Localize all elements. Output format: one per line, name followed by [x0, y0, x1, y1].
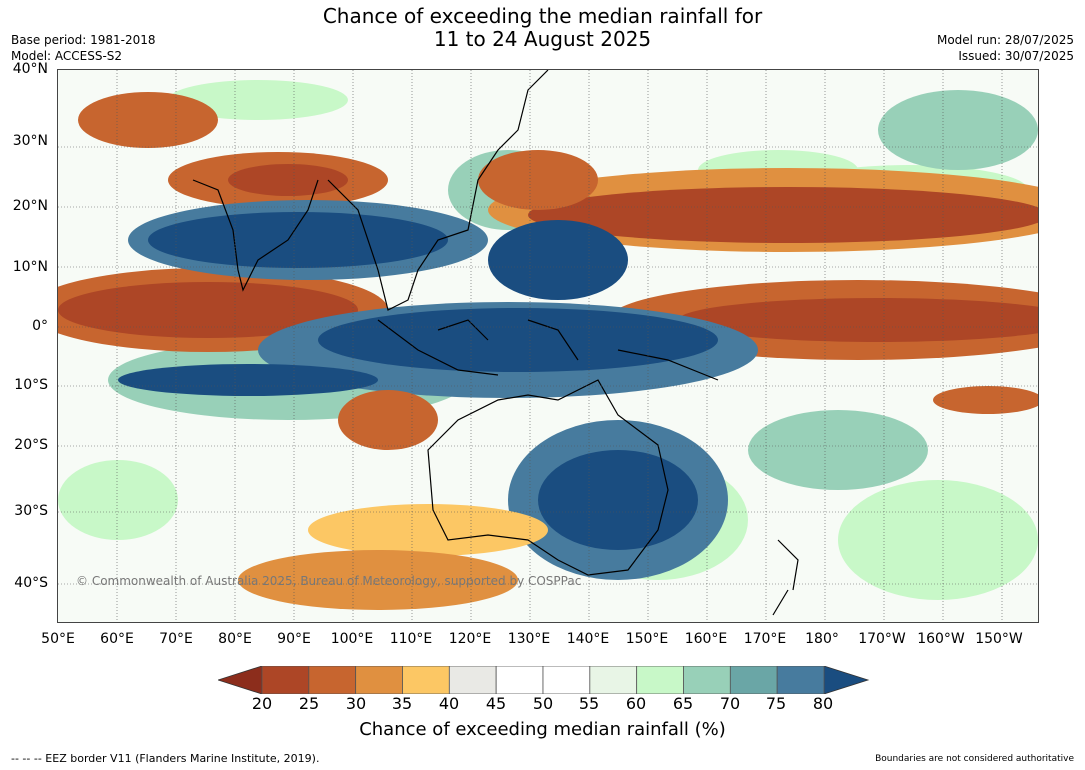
map-canvas — [58, 70, 1038, 622]
disclaimer: Boundaries are not considered authoritat… — [875, 754, 1074, 764]
dry-area — [478, 150, 598, 210]
colorbar-tick: 45 — [485, 694, 507, 713]
colorbar-segment — [542, 666, 591, 694]
lon-label: 110°E — [389, 631, 433, 647]
dry-area — [78, 92, 218, 148]
lon-label: 150°E — [625, 631, 669, 647]
title-line-1: Chance of exceeding the median rainfall … — [322, 4, 763, 28]
colorbar-segment — [308, 666, 357, 694]
coastline-newzealand — [772, 539, 799, 616]
wet-area — [538, 450, 698, 550]
rainfall-map — [57, 69, 1039, 623]
colorbar-segment — [355, 666, 403, 694]
colorbar-segment — [776, 666, 825, 694]
wet-area — [488, 220, 628, 300]
colorbar-segment — [261, 666, 310, 694]
lon-label: 140°E — [566, 631, 610, 647]
colorbar-low-arrow — [218, 666, 263, 694]
lon-label: 90°E — [277, 631, 311, 647]
wet-area — [318, 308, 718, 372]
model-name: Model: ACCESS-S2 — [11, 49, 123, 63]
colorbar-tick: 25 — [298, 694, 320, 713]
lon-label: 120°E — [448, 631, 492, 647]
colorbar-title: Chance of exceeding median rainfall (%) — [359, 719, 726, 740]
colorbar — [218, 666, 870, 694]
lon-label: 180° — [805, 631, 839, 647]
lon-label: 160°E — [684, 631, 728, 647]
dry-area — [238, 550, 518, 610]
wet-area — [118, 364, 378, 396]
run-info: Model run: 28/07/2025 Issued: 30/07/2025 — [937, 32, 1074, 64]
dry-area — [228, 164, 348, 196]
colorbar-tick: 50 — [532, 694, 554, 713]
dry-area — [338, 390, 438, 450]
lat-label: 30°N — [12, 133, 48, 149]
coastline-india — [192, 179, 319, 292]
colorbar-segment — [729, 666, 778, 694]
green-area — [58, 460, 178, 540]
lat-label: 20°N — [12, 198, 48, 214]
colorbar-tick: 70 — [719, 694, 741, 713]
dry-area — [528, 187, 1038, 243]
lat-label: 10°S — [14, 377, 48, 393]
dry-area — [933, 386, 1038, 414]
lon-label: 70°E — [159, 631, 193, 647]
map-title: Chance of exceeding the median rainfall … — [0, 5, 1085, 51]
dry-area — [308, 504, 548, 556]
lat-label: 20°S — [14, 437, 48, 453]
coastline-australia — [427, 379, 669, 576]
colorbar-segment — [402, 666, 450, 694]
colorbar-high-arrow — [823, 666, 870, 694]
lon-label: 60°E — [100, 631, 134, 647]
lat-label: 40°N — [12, 61, 48, 77]
map-gridlines — [58, 70, 1038, 622]
model-info: Base period: 1981-2018 Model: ACCESS-S2 — [11, 32, 156, 64]
colorbar-segment — [495, 666, 544, 694]
colorbar-tick: 35 — [391, 694, 413, 713]
lon-label: 100°E — [330, 631, 374, 647]
dry-area — [678, 298, 1038, 342]
colorbar-segment — [683, 666, 731, 694]
wet-area — [148, 212, 448, 268]
lon-label: 150°W — [975, 631, 1023, 647]
colorbar-segment — [636, 666, 684, 694]
copyright-notice: © Commonwealth of Australia 2025, Bureau… — [76, 574, 582, 588]
lon-label: 160°W — [917, 631, 965, 647]
colorbar-tick: 40 — [438, 694, 460, 713]
colorbar-tick: 65 — [672, 694, 694, 713]
lat-label: 10°N — [12, 259, 48, 275]
coastline-indonesia — [377, 319, 719, 381]
eez-legend: -- -- -- EEZ border V11 (Flanders Marine… — [11, 752, 320, 765]
lon-label: 50°E — [41, 631, 75, 647]
colorbar-tick: 60 — [625, 694, 647, 713]
model-run: Model run: 28/07/2025 — [936, 33, 1074, 47]
colorbar-tick: 55 — [578, 694, 600, 713]
base-period: Base period: 1981-2018 — [11, 33, 156, 47]
colorbar-tick: 80 — [812, 694, 834, 713]
coastline-asia — [327, 70, 549, 311]
green-area — [748, 410, 928, 490]
lat-label: 30°S — [14, 503, 48, 519]
title-line-2: 11 to 24 August 2025 — [433, 27, 652, 51]
lon-label: 170°E — [743, 631, 787, 647]
colorbar-tick: 30 — [345, 694, 367, 713]
lon-label: 80°E — [218, 631, 252, 647]
green-area — [838, 480, 1038, 600]
colorbar-tick: 75 — [765, 694, 787, 713]
dry-area — [58, 282, 358, 338]
issued-date: Issued: 30/07/2025 — [958, 49, 1074, 63]
green-area — [878, 90, 1038, 170]
lat-label: 0° — [32, 318, 48, 334]
colorbar-tick: 20 — [251, 694, 273, 713]
lon-label: 170°W — [858, 631, 906, 647]
colorbar-segment — [448, 666, 497, 694]
lat-label: 40°S — [14, 575, 48, 591]
lon-label: 130°E — [507, 631, 551, 647]
colorbar-segment — [589, 666, 638, 694]
